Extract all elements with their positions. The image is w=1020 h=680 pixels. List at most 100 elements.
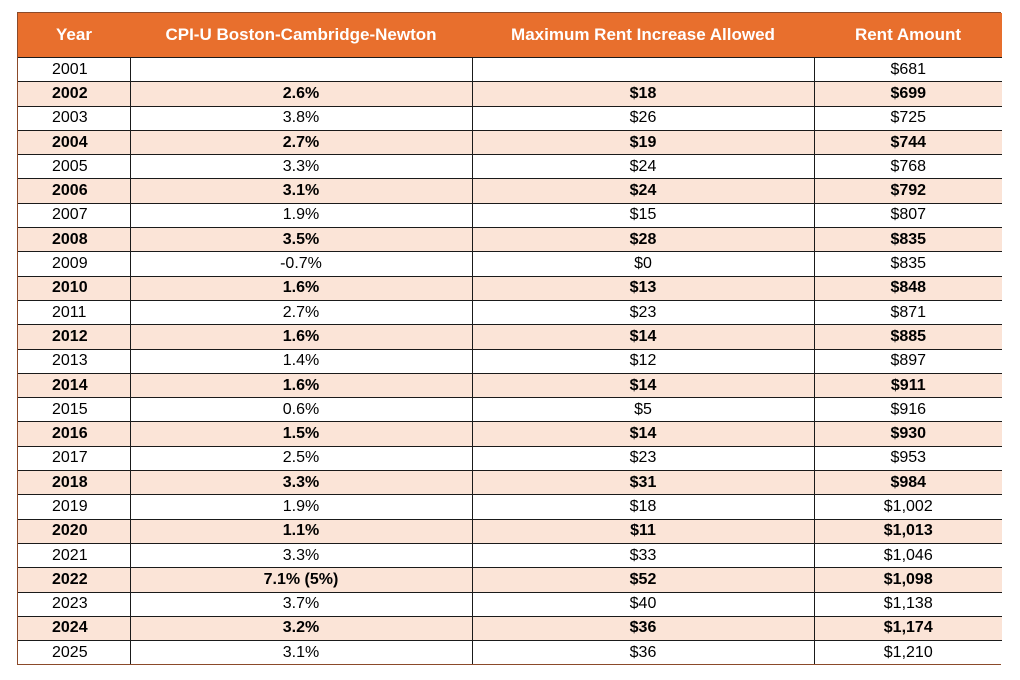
max-increase-cell: $23 — [471, 299, 815, 326]
max-increase-cell: $14 — [471, 372, 815, 399]
rent-amount-cell: $1,013 — [813, 518, 1002, 544]
cpi-cell: 1.9% — [129, 202, 473, 229]
year-cell: 2013 — [18, 348, 131, 374]
max-increase-cell: $5 — [471, 397, 815, 423]
header-max-increase: Maximum Rent Increase Allowed — [511, 25, 775, 44]
rent-amount-cell: $953 — [813, 445, 1002, 472]
table-row: 2022 7.1% (5%) $52 $1,098 — [18, 567, 1002, 593]
year-cell: 2015 — [18, 397, 131, 423]
rent-amount-cell: $807 — [813, 202, 1002, 229]
table-row: 2016 1.5% $14 $930 — [18, 421, 1002, 447]
rent-amount-cell: $1,098 — [813, 567, 1002, 593]
year-cell: 2021 — [18, 542, 131, 569]
cpi-cell: 2.6% — [129, 81, 473, 107]
max-increase-cell: $12 — [471, 348, 815, 374]
rent-amount-cell: $792 — [813, 178, 1002, 204]
max-increase-cell: $31 — [471, 470, 815, 496]
table-row: 2008 3.5% $28 $835 — [18, 227, 1002, 253]
rent-history-table: Year CPI-U Boston-Cambridge-Newton Maxim… — [18, 13, 1002, 665]
table-row: 2004 2.7% $19 $744 — [18, 129, 1002, 156]
table-row: 2005 3.3% $24 $768 — [18, 154, 1002, 180]
rent-amount-cell: $897 — [813, 348, 1002, 374]
rent-amount-cell: $885 — [813, 324, 1002, 350]
year-cell: 2005 — [18, 154, 131, 180]
year-cell: 2020 — [18, 518, 131, 544]
header-year: Year — [56, 25, 92, 44]
year-cell: 2002 — [18, 81, 131, 107]
max-increase-cell: $36 — [471, 640, 815, 665]
rent-amount-cell: $835 — [813, 227, 1002, 253]
rent-amount-cell: $725 — [813, 105, 1002, 131]
cpi-cell: 1.5% — [129, 421, 473, 447]
max-increase-cell: $28 — [471, 227, 815, 253]
max-increase-cell: $40 — [471, 591, 815, 617]
cpi-cell: 0.6% — [129, 397, 473, 423]
cpi-cell: 2.7% — [129, 299, 473, 326]
rent-amount-cell: $1,138 — [813, 591, 1002, 617]
table-row: 2012 1.6% $14 $885 — [18, 324, 1002, 350]
max-increase-cell: $24 — [471, 178, 815, 204]
rent-amount-cell: $835 — [813, 251, 1002, 277]
table-row: 2019 1.9% $18 $1,002 — [18, 494, 1002, 520]
year-cell: 2017 — [18, 445, 131, 472]
cpi-cell: 1.6% — [129, 372, 473, 399]
max-increase-cell: $15 — [471, 202, 815, 229]
cpi-cell: 3.1% — [129, 640, 473, 665]
table-row: 2006 3.1% $24 $792 — [18, 178, 1002, 204]
max-increase-cell: $23 — [471, 445, 815, 472]
year-cell: 2014 — [18, 372, 131, 399]
table-row: 2023 3.7% $40 $1,138 — [18, 591, 1002, 617]
table-row: 2010 1.6% $13 $848 — [18, 275, 1002, 301]
year-cell: 2018 — [18, 470, 131, 496]
table-row: 2021 3.3% $33 $1,046 — [18, 542, 1002, 569]
cpi-cell: 3.1% — [129, 178, 473, 204]
max-increase-cell: $24 — [471, 154, 815, 180]
max-increase-cell: $26 — [471, 105, 815, 131]
cpi-cell: 2.7% — [129, 129, 473, 156]
table-row: 2017 2.5% $23 $953 — [18, 445, 1002, 472]
year-cell: 2012 — [18, 324, 131, 350]
header-cpi: CPI-U Boston-Cambridge-Newton — [165, 25, 437, 44]
max-increase-cell: $0 — [471, 251, 815, 277]
table-row: 2001 $681 — [18, 56, 1002, 83]
year-cell: 2024 — [18, 615, 131, 642]
year-cell: 2001 — [18, 56, 131, 83]
rent-amount-cell: $1,210 — [813, 640, 1002, 665]
table-row: 2024 3.2% $36 $1,174 — [18, 615, 1002, 642]
cpi-cell: 1.4% — [129, 348, 473, 374]
rent-amount-cell: $930 — [813, 421, 1002, 447]
header-rent-amount: Rent Amount — [854, 25, 962, 44]
table-row: 2007 1.9% $15 $807 — [18, 202, 1002, 229]
max-increase-cell: $11 — [471, 518, 815, 544]
table-row: 2013 1.4% $12 $897 — [18, 348, 1002, 374]
year-cell: 2008 — [18, 227, 131, 253]
cpi-cell: 1.6% — [129, 324, 473, 350]
rent-amount-cell: $681 — [813, 56, 1002, 83]
table-body: 2001 $681 2002 2.6% $18 $699 2003 3.8% $26 $725 20… — [18, 56, 1002, 665]
cpi-cell: 1.1% — [129, 518, 473, 544]
max-increase-cell: $14 — [471, 324, 815, 350]
year-cell: 2025 — [18, 640, 131, 665]
year-cell: 2016 — [18, 421, 131, 447]
year-cell: 2010 — [18, 275, 131, 301]
cpi-cell: 3.5% — [129, 227, 473, 253]
max-increase-cell: $18 — [471, 494, 815, 520]
max-increase-cell: $14 — [471, 421, 815, 447]
max-increase-cell: $33 — [471, 542, 815, 569]
cpi-cell — [129, 56, 473, 83]
year-cell: 2023 — [18, 591, 131, 617]
max-increase-cell: $13 — [471, 275, 815, 301]
max-increase-cell: $36 — [471, 615, 815, 642]
table-row: 2018 3.3% $31 $984 — [18, 470, 1002, 496]
table-row: 2011 2.7% $23 $871 — [18, 299, 1002, 326]
year-cell: 2004 — [18, 129, 131, 156]
table-row: 2014 1.6% $14 $911 — [18, 372, 1002, 399]
year-cell: 2019 — [18, 494, 131, 520]
rent-amount-cell: $984 — [813, 470, 1002, 496]
year-cell: 2022 — [18, 567, 131, 593]
max-increase-cell: $52 — [471, 567, 815, 593]
rent-amount-cell: $871 — [813, 299, 1002, 326]
header-row: Year CPI-U Boston-Cambridge-Newton Maxim… — [18, 13, 1002, 58]
cpi-cell: 3.3% — [129, 470, 473, 496]
year-cell: 2007 — [18, 202, 131, 229]
